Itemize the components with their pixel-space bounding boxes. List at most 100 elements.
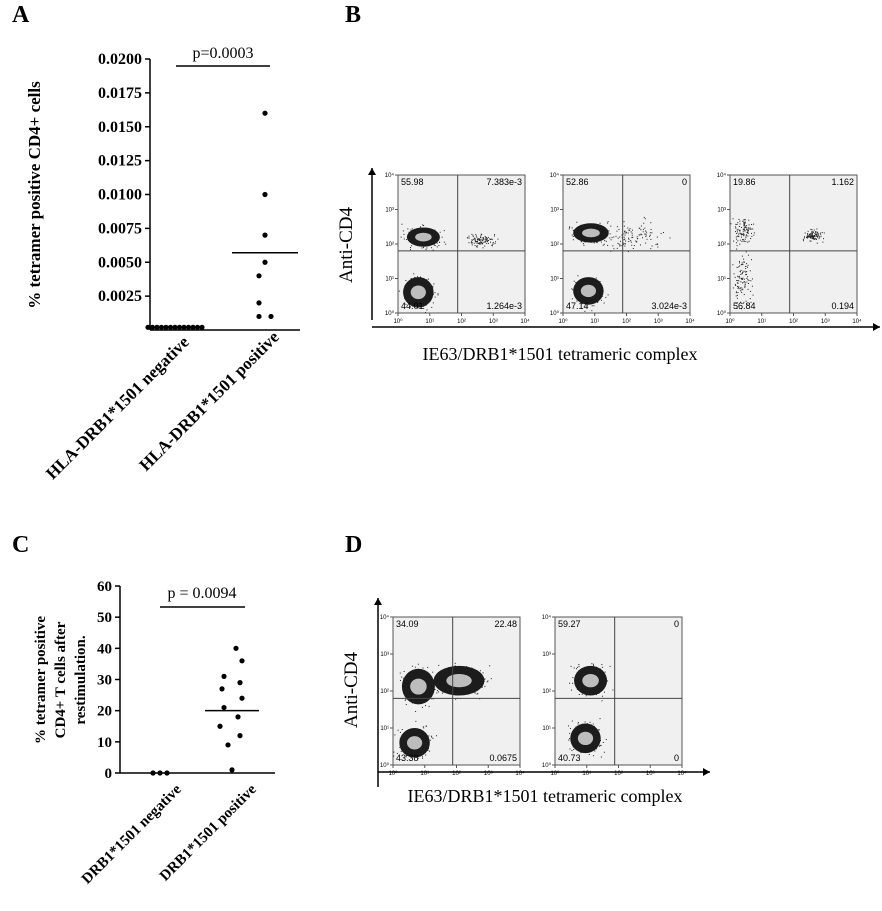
event-dot	[491, 238, 493, 240]
event-dot	[468, 235, 470, 237]
event-dot	[742, 238, 744, 240]
event-dot	[610, 225, 612, 227]
event-dot	[748, 240, 750, 242]
event-dot	[477, 239, 479, 241]
event-dot	[753, 223, 755, 225]
event-dot	[474, 238, 476, 240]
event-dot	[411, 228, 413, 230]
data-point	[235, 714, 241, 720]
event-dot	[642, 231, 644, 233]
data-point	[164, 770, 170, 776]
event-dot	[741, 277, 743, 279]
event-dot	[813, 235, 815, 237]
event-dot	[746, 281, 748, 283]
event-dot	[814, 233, 816, 235]
event-dot	[436, 242, 438, 244]
event-dot	[595, 748, 597, 750]
event-dot	[736, 294, 738, 296]
event-dot	[744, 219, 746, 221]
x-tick-label: 10⁴	[685, 318, 695, 325]
event-dot	[650, 229, 652, 231]
event-dot	[403, 233, 405, 235]
data-point	[221, 673, 227, 679]
event-dot	[744, 230, 746, 232]
event-dot	[468, 237, 470, 239]
events	[730, 218, 825, 310]
event-dot	[814, 238, 816, 240]
event-dot	[822, 238, 824, 240]
event-dot	[410, 277, 412, 279]
event-dot	[586, 305, 588, 307]
y-axis-label: % tetramer positive CD4+ cells	[25, 81, 44, 309]
event-dot	[644, 233, 646, 235]
event-dot	[737, 280, 739, 282]
event-dot	[616, 230, 618, 232]
event-dot	[422, 667, 424, 669]
event-dot	[625, 231, 627, 233]
density-peak	[577, 731, 594, 746]
event-dot	[816, 228, 818, 230]
event-dot	[820, 235, 822, 237]
event-dot	[604, 240, 606, 242]
event-dot	[628, 240, 630, 242]
event-dot	[735, 227, 737, 229]
event-dot	[472, 236, 474, 238]
event-dot	[618, 228, 620, 230]
event-dot	[732, 218, 734, 220]
event-dot	[478, 242, 480, 244]
event-dot	[737, 266, 739, 268]
y-tick-label: 10	[97, 735, 112, 751]
event-dot	[603, 691, 605, 693]
event-dot	[471, 239, 473, 241]
event-dot	[655, 244, 657, 246]
event-dot	[578, 694, 580, 696]
event-dot	[487, 680, 489, 682]
event-dot	[751, 278, 753, 280]
event-dot	[482, 239, 484, 241]
event-dot	[436, 246, 438, 248]
x-tick-label: 10⁰	[550, 770, 560, 777]
event-dot	[493, 235, 495, 237]
event-dot	[475, 241, 477, 243]
y-tick-label: 40	[97, 641, 112, 657]
event-dot	[747, 288, 749, 290]
event-dot	[573, 280, 575, 282]
event-dot	[405, 756, 407, 758]
event-dot	[571, 288, 573, 290]
event-dot	[812, 237, 814, 239]
event-dot	[411, 665, 413, 667]
event-dot	[744, 222, 746, 224]
event-dot	[752, 294, 754, 296]
event-dot	[470, 242, 472, 244]
event-dot	[593, 305, 595, 307]
event-dot	[736, 280, 738, 282]
event-dot	[476, 238, 478, 240]
event-dot	[432, 671, 434, 673]
event-dot	[745, 225, 747, 227]
event-dot	[478, 243, 480, 245]
x-tick-label: 10³	[821, 319, 830, 325]
event-dot	[748, 219, 750, 221]
event-dot	[630, 231, 632, 233]
event-dot	[739, 270, 741, 272]
event-dot	[593, 664, 595, 666]
event-dot	[625, 232, 627, 234]
event-dot	[605, 739, 607, 741]
event-dot	[736, 297, 738, 299]
event-dot	[468, 242, 470, 244]
event-dot	[413, 273, 415, 275]
event-dot	[739, 239, 741, 241]
event-dot	[738, 235, 740, 237]
event-dot	[802, 238, 804, 240]
event-dot	[400, 750, 402, 752]
event-dot	[471, 233, 473, 235]
event-dot	[751, 285, 753, 287]
event-dot	[603, 243, 605, 245]
event-dot	[613, 248, 615, 250]
event-dot	[607, 221, 609, 223]
event-dot	[741, 264, 743, 266]
event-dot	[628, 229, 630, 231]
event-dot	[741, 236, 743, 238]
event-dot	[489, 238, 491, 240]
event-dot	[737, 286, 739, 288]
